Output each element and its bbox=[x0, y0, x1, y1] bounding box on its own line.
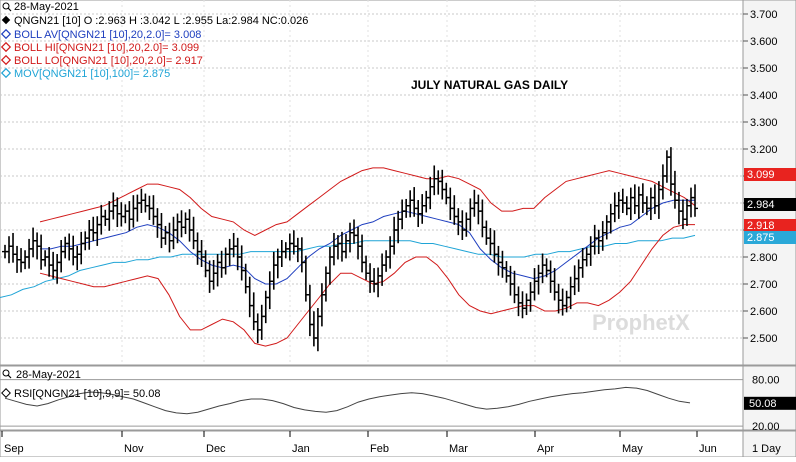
quote-text: QNGN21 [10] O :2.963 H :3.042 L :2.955 L… bbox=[14, 15, 308, 27]
legend-entry: BOLL LO[QNGN21 [10],20,2.0]= 2.917 bbox=[14, 55, 203, 67]
price-panel bbox=[0, 0, 744, 366]
price-tag: 2.875 bbox=[744, 231, 796, 244]
mov-100-line bbox=[0, 234, 696, 298]
rsi-tick-label: 80.00 bbox=[752, 375, 780, 387]
diamond-icon bbox=[0, 54, 12, 66]
price-tag: 2.984 bbox=[744, 198, 796, 211]
rsi-date-label: 28-May-2021 bbox=[16, 369, 81, 381]
timeframe-box[interactable] bbox=[742, 430, 796, 458]
diamond-icon bbox=[0, 67, 12, 79]
price-tag: 2.918 bbox=[744, 219, 796, 232]
magnifier-icon[interactable] bbox=[2, 2, 12, 12]
ohlc-bar bbox=[692, 184, 698, 217]
price-axis[interactable] bbox=[742, 0, 796, 366]
boll-hi-line bbox=[39, 167, 696, 236]
x-tick-label: May bbox=[622, 443, 643, 455]
chart-title: JULY NATURAL GAS DAILY bbox=[411, 78, 568, 92]
rsi-legend: RSI[QNGN21 [10],9,9]= 50.08 bbox=[14, 388, 160, 400]
y-tick-label: 2.700 bbox=[750, 279, 778, 291]
price-tag: 3.099 bbox=[744, 168, 796, 181]
y-tick-label: 3.700 bbox=[750, 9, 778, 21]
legend-entry: MOV[QNGN21 [10],100]= 2.875 bbox=[14, 68, 170, 80]
rsi-line bbox=[4, 386, 691, 415]
diamond-icon bbox=[1, 388, 11, 398]
quote-line: QNGN21 [10] O :2.963 H :3.042 L :2.955 L… bbox=[1, 15, 308, 27]
rsi-tick-label: 20.00 bbox=[752, 421, 780, 433]
timeframe-label[interactable]: 1 Day bbox=[752, 443, 781, 455]
boll-lo-line bbox=[39, 224, 695, 347]
price-tag-label: 3.099 bbox=[747, 169, 775, 181]
x-tick-label: Jan bbox=[292, 443, 310, 455]
price-tag-label: 2.875 bbox=[747, 232, 775, 244]
boll-av-line bbox=[40, 199, 695, 285]
y-tick-label: 3.300 bbox=[750, 117, 778, 129]
header-date-label: 28-May-2021 bbox=[14, 1, 79, 13]
x-tick-label: Mar bbox=[449, 443, 468, 455]
rsi-header: 28-May-2021 RSI[QNGN21 [10],9,9]= 50.08 bbox=[1, 369, 160, 400]
time-axis[interactable] bbox=[0, 430, 744, 458]
x-tick-label: Feb bbox=[370, 443, 389, 455]
price-tag-label: 50.08 bbox=[749, 398, 777, 410]
y-tick-label: 3.400 bbox=[750, 90, 778, 102]
y-tick-label: 3.600 bbox=[750, 36, 778, 48]
x-tick-label: Nov bbox=[124, 443, 144, 455]
y-tick-label: 3.200 bbox=[750, 144, 778, 156]
header-date: 28-May-2021 bbox=[2, 1, 79, 13]
x-tick-label: Apr bbox=[537, 443, 554, 455]
x-tick-label: Jun bbox=[699, 443, 717, 455]
diamond-icon bbox=[0, 28, 12, 40]
x-tick-label: Dec bbox=[206, 443, 226, 455]
legend-entry: BOLL HI[QNGN21 [10],20,2.0]= 3.099 bbox=[14, 42, 199, 54]
watermark: ProphetX bbox=[592, 310, 690, 335]
y-tick-label: 2.500 bbox=[750, 333, 778, 345]
price-tag: 50.08 bbox=[744, 396, 796, 410]
magnifier-icon[interactable] bbox=[2, 369, 12, 379]
y-tick-label: 2.600 bbox=[750, 306, 778, 318]
y-tick-label: 3.500 bbox=[750, 63, 778, 75]
y-tick-label: 2.800 bbox=[750, 252, 778, 264]
price-tag-label: 2.984 bbox=[747, 199, 775, 211]
price-tag-label: 2.918 bbox=[747, 220, 775, 232]
x-tick-label: Sep bbox=[4, 443, 24, 455]
diamond-icon bbox=[0, 41, 12, 53]
legend-entry: BOLL AV[QNGN21 [10],20,2.0]= 3.008 bbox=[14, 29, 201, 41]
